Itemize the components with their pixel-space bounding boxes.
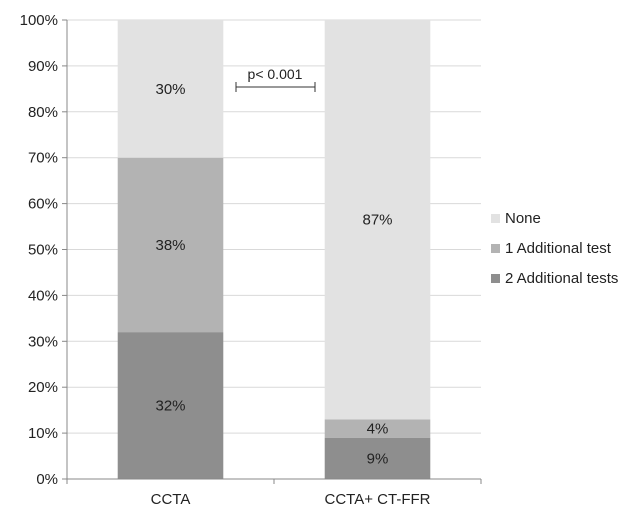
data-label: 38% — [155, 237, 185, 254]
y-tick-label: 20% — [28, 379, 58, 396]
bar-segment — [324, 20, 431, 420]
data-labels: 32% 38% 30% 9% 4% 87% — [155, 81, 392, 467]
data-label: 4% — [367, 421, 389, 438]
y-tick-label: 90% — [28, 58, 58, 75]
y-tick-label: 40% — [28, 287, 58, 304]
y-tick-label: 70% — [28, 150, 58, 167]
bars — [117, 20, 431, 479]
data-label: 87% — [362, 212, 392, 229]
y-tick-label: 0% — [36, 471, 58, 488]
x-category-label: CCTA — [151, 491, 191, 507]
legend-swatch — [491, 244, 500, 253]
bar-segment — [117, 20, 224, 158]
y-tick-labels: 0% 10% 20% 30% 40% 50% 60% 70% 80% 90% 100% — [20, 12, 58, 488]
legend-label: 2 Additional tests — [505, 270, 618, 287]
significance-annotation: p< 0.001 — [235, 66, 316, 92]
data-label: 30% — [155, 81, 185, 98]
bar-segment — [324, 419, 431, 438]
legend: None 1 Additional test 2 Additional tests — [491, 210, 618, 287]
legend-label: None — [505, 210, 541, 227]
y-tick-label: 30% — [28, 333, 58, 350]
y-tick-label: 100% — [20, 12, 58, 29]
y-tick-label: 60% — [28, 196, 58, 213]
legend-label: 1 Additional test — [505, 240, 612, 257]
data-label: 32% — [155, 398, 185, 415]
x-category-labels: CCTA CCTA+ CT-FFR — [151, 491, 431, 507]
bar-segment — [117, 332, 224, 479]
x-category-label: CCTA+ CT-FFR — [325, 491, 431, 507]
axes — [66, 20, 482, 484]
bar-segment — [117, 157, 224, 333]
y-tick-label: 50% — [28, 242, 58, 259]
bar-segment — [324, 437, 431, 479]
y-tick-label: 10% — [28, 425, 58, 442]
y-tick-label: 80% — [28, 104, 58, 121]
legend-swatch — [491, 214, 500, 223]
legend-swatch — [491, 274, 500, 283]
significance-label: p< 0.001 — [248, 66, 303, 82]
data-label: 9% — [367, 450, 389, 467]
